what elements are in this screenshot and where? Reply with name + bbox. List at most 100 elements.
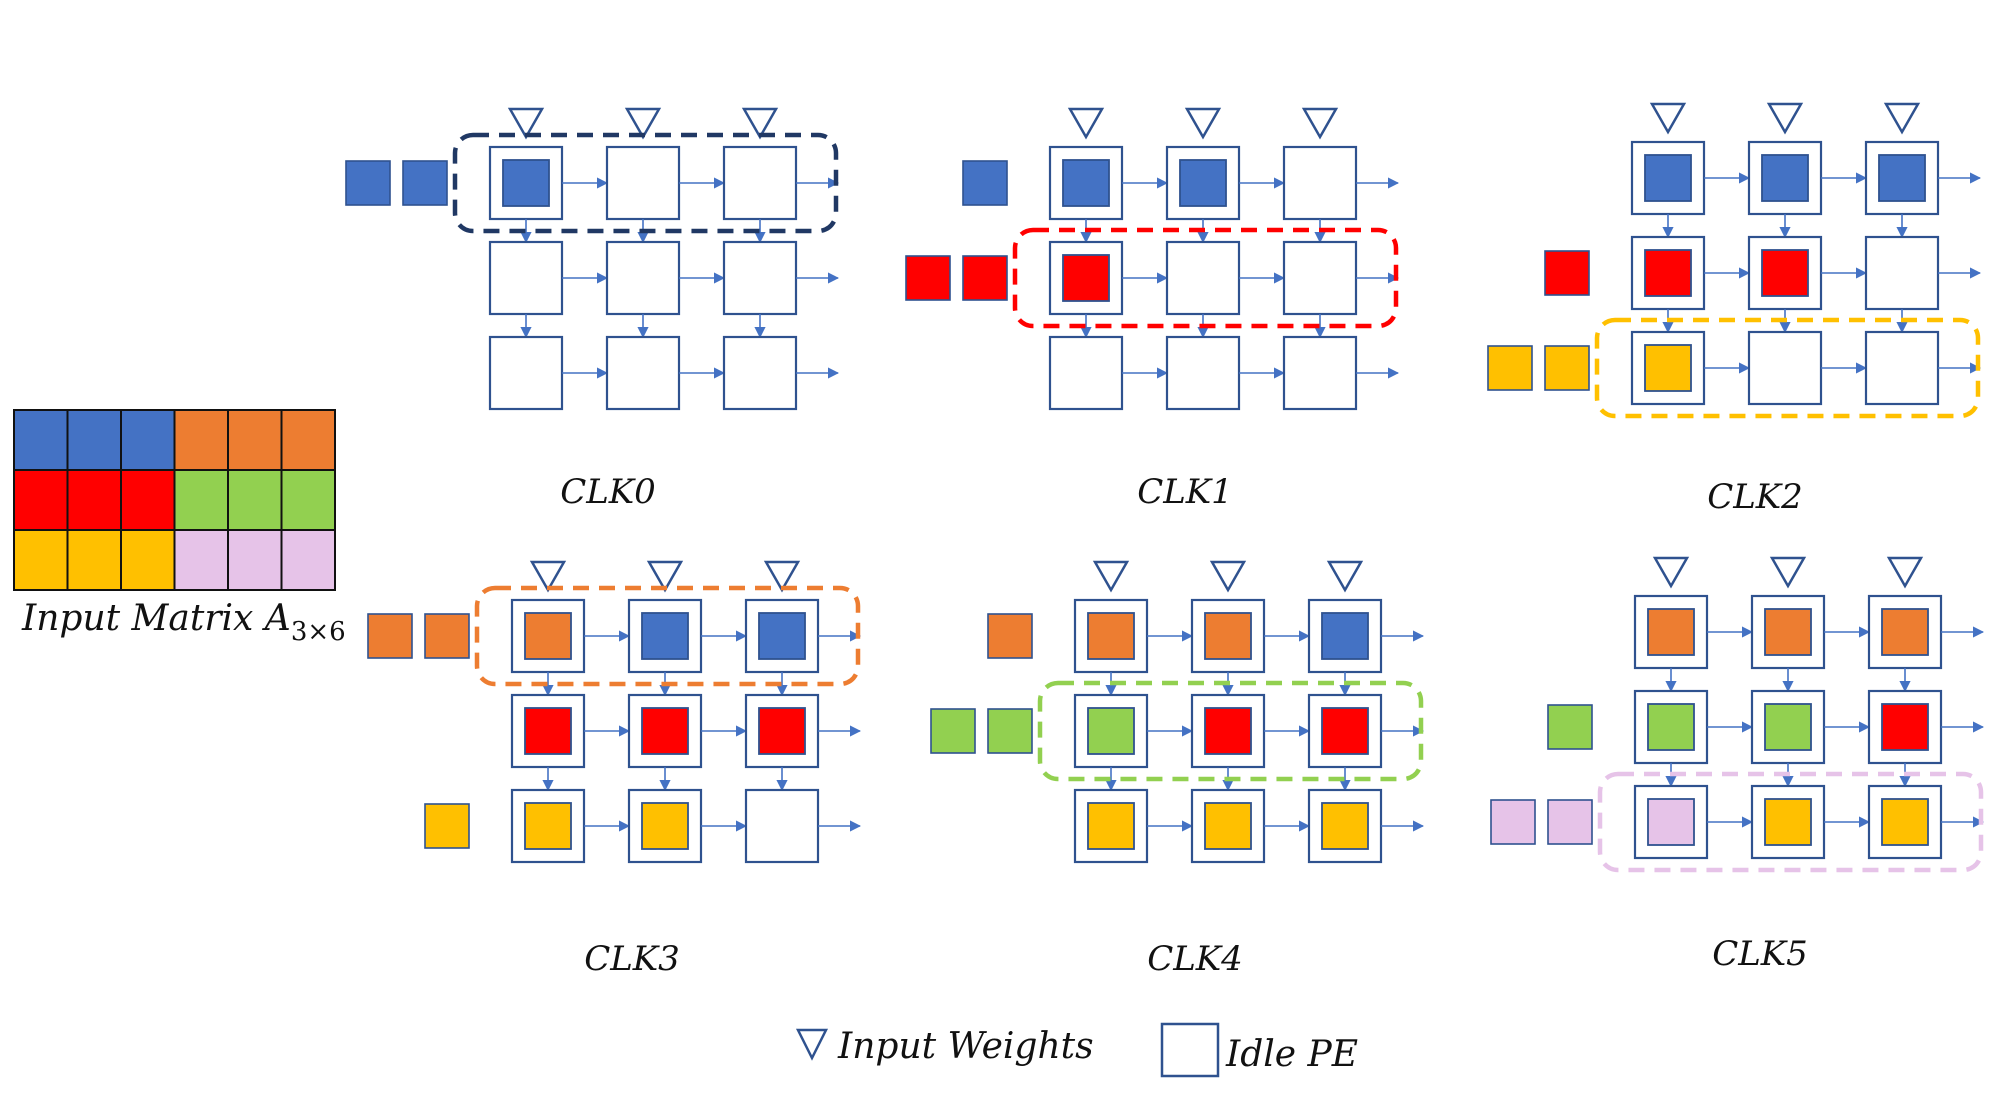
pe-data-block — [641, 802, 689, 850]
pe-cell — [722, 335, 798, 411]
matrix-cell — [13, 469, 69, 531]
pe-cell — [1864, 235, 1940, 311]
pe-cell — [1747, 330, 1823, 406]
active-row-highlight — [1597, 771, 1984, 873]
queue-data-block — [367, 613, 413, 659]
clock-label: CLK2 — [1707, 477, 1803, 517]
pe-data-block — [1087, 612, 1135, 660]
input-matrix — [13, 409, 336, 591]
pe-cell — [722, 240, 798, 316]
matrix-cell — [13, 409, 69, 471]
clock-label: CLK3 — [584, 939, 680, 979]
pe-data-block — [1204, 612, 1252, 660]
queue-data-block — [1544, 250, 1590, 296]
legend-weights-label: Input Weights — [837, 1026, 1094, 1067]
down-triangle-icon — [1886, 556, 1924, 589]
matrix-cell — [66, 529, 122, 591]
pe-data-block — [641, 612, 689, 660]
queue-data-block — [987, 708, 1033, 754]
queue-data-block — [962, 160, 1008, 206]
active-row-highlight — [1012, 227, 1399, 329]
pe-data-block — [502, 159, 550, 207]
pe-cell — [722, 145, 798, 221]
pe-cell — [605, 240, 681, 316]
pe-data-block — [1321, 802, 1369, 850]
pe-data-block — [758, 612, 806, 660]
pe-data-block — [1321, 612, 1369, 660]
queue-data-block — [1490, 799, 1536, 845]
clock-label: CLK5 — [1712, 934, 1808, 974]
queue-data-block — [345, 160, 391, 206]
active-row-highlight — [1594, 317, 1981, 419]
pe-cell — [605, 335, 681, 411]
matrix-cell — [66, 469, 122, 531]
down-triangle-icon — [1184, 107, 1222, 140]
queue-data-block — [930, 708, 976, 754]
pe-data-block — [1087, 802, 1135, 850]
down-triangle-icon — [507, 107, 545, 140]
pe-cell — [510, 693, 586, 769]
pe-data-block — [641, 707, 689, 755]
matrix-cell — [120, 409, 176, 471]
legend: Input Weights Idle PE — [795, 1022, 1358, 1078]
pe-cell — [1864, 330, 1940, 406]
pe-data-block — [1204, 707, 1252, 755]
pe-data-block — [1647, 608, 1695, 656]
matrix-cell — [280, 469, 336, 531]
down-triangle-icon — [1883, 102, 1921, 135]
active-row-highlight — [452, 132, 839, 234]
legend-idle-label: Idle PE — [1225, 1034, 1358, 1075]
pe-data-block — [1881, 608, 1929, 656]
active-row-highlight — [1037, 680, 1424, 782]
clock-label: CLK0 — [560, 472, 656, 512]
queue-data-block — [905, 255, 951, 301]
pe-cell — [1282, 145, 1358, 221]
pe-data-block — [1761, 154, 1809, 202]
queue-data-block — [1547, 704, 1593, 750]
input-matrix-label: Input Matrix A3×6 — [21, 598, 346, 647]
pe-data-block — [1062, 254, 1110, 302]
active-row-highlight — [474, 585, 861, 687]
matrix-cell — [280, 529, 336, 591]
clock-label: CLK1 — [1137, 472, 1233, 512]
clock-panel-4: CLK4 — [930, 560, 1425, 979]
queue-data-block — [424, 613, 470, 659]
down-triangle-icon — [1301, 107, 1339, 140]
down-triangle-icon — [1209, 560, 1247, 593]
down-triangle-icon — [646, 560, 684, 593]
pe-cell — [1165, 240, 1241, 316]
pe-data-block — [1881, 798, 1929, 846]
pe-cell — [605, 145, 681, 221]
pe-data-block — [524, 612, 572, 660]
queue-data-block — [987, 613, 1033, 659]
down-triangle-icon — [763, 560, 801, 593]
matrix-cell — [173, 409, 229, 471]
pe-cell — [744, 788, 820, 864]
queue-data-block — [1544, 345, 1590, 391]
clock-label: CLK4 — [1147, 939, 1243, 979]
pe-data-block — [1179, 159, 1227, 207]
clock-panel-0: CLK0 — [345, 107, 840, 512]
pe-data-block — [1321, 707, 1369, 755]
pe-data-block — [758, 707, 806, 755]
matrix-cell — [227, 409, 283, 471]
matrix-cell — [173, 469, 229, 531]
down-triangle-icon — [1769, 556, 1807, 589]
queue-data-block — [424, 803, 470, 849]
clock-panel-3: CLK3 — [367, 560, 862, 979]
pe-cell — [1165, 335, 1241, 411]
down-triangle-icon — [1649, 102, 1687, 135]
empty-square-icon — [1160, 1022, 1220, 1078]
pe-data-block — [1761, 249, 1809, 297]
clock-panel-2: CLK2 — [1487, 102, 1982, 517]
clock-panels: CLK0 CLK1 CLK2 CLK3 CLK4 CLK5 — [345, 102, 1985, 979]
pe-data-block — [1644, 344, 1692, 392]
down-triangle-icon — [1326, 560, 1364, 593]
pe-cell — [488, 240, 564, 316]
pe-cell — [1190, 788, 1266, 864]
pe-data-block — [1647, 703, 1695, 751]
matrix-cell — [13, 529, 69, 591]
down-triangle-icon — [741, 107, 779, 140]
matrix-cell — [227, 469, 283, 531]
